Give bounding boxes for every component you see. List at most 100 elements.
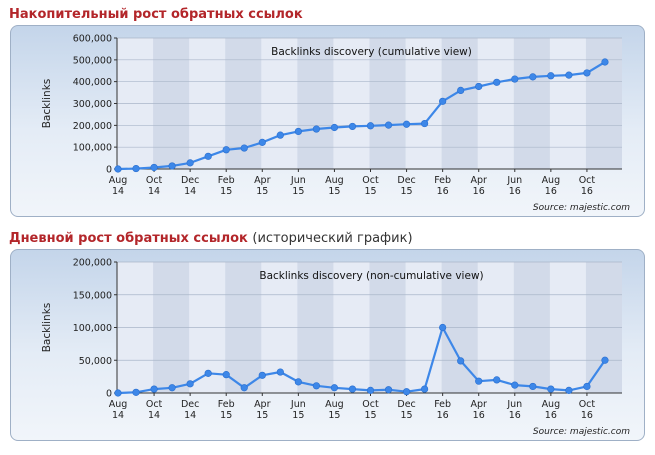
- y-axis-label: Backlinks: [41, 303, 53, 353]
- data-point: [565, 71, 573, 79]
- data-point: [240, 144, 248, 152]
- data-point: [601, 356, 609, 364]
- data-point: [511, 381, 519, 389]
- data-point: [583, 382, 591, 391]
- data-point: [132, 164, 140, 173]
- x-tick-label: Oct 15: [362, 175, 379, 197]
- data-point: [493, 78, 501, 86]
- y-axis-label: Backlinks: [41, 79, 53, 129]
- x-tick-label: Oct 16: [579, 175, 596, 197]
- cumulative-heading: Накопительный рост обратных ссылок: [9, 7, 303, 22]
- data-point: [258, 138, 266, 146]
- x-tick-label: Feb 15: [218, 399, 235, 421]
- daily-chart-panel: 0 50,000 100,000 150,000 200,000 Aug 14 Oct 14 De…: [10, 249, 645, 441]
- x-tick-label: Dec 14: [181, 175, 199, 197]
- data-point: [511, 75, 519, 83]
- data-point: [240, 384, 248, 392]
- data-point: [348, 385, 357, 393]
- x-tick-label: Apr 16: [470, 175, 487, 197]
- cumulative-heading-text: Накопительный рост обратных ссылок: [9, 7, 303, 22]
- data-point: [186, 159, 194, 167]
- data-point: [258, 371, 266, 379]
- y-tick-label: 150,000: [73, 290, 112, 301]
- data-point: [348, 122, 357, 131]
- data-point: [168, 162, 176, 170]
- data-point: [204, 152, 212, 160]
- data-point: [475, 377, 483, 385]
- x-tick-label: Apr 15: [254, 399, 271, 421]
- x-tick-label: Dec 15: [397, 399, 415, 421]
- data-point: [529, 382, 537, 391]
- data-point: [204, 369, 212, 377]
- data-point: [330, 384, 339, 392]
- data-point: [114, 165, 122, 173]
- x-tick-label: Oct 15: [362, 399, 379, 421]
- x-tick-label: Jun 15: [290, 399, 306, 421]
- data-point: [294, 127, 302, 136]
- y-tick-label: 500,000: [73, 55, 112, 66]
- x-tick-label: Jun 16: [506, 399, 522, 421]
- data-point: [493, 376, 501, 384]
- series-line: [117, 61, 606, 171]
- data-point: [547, 72, 555, 80]
- y-tick-label: 400,000: [73, 77, 112, 88]
- x-tick-label: Aug 14: [109, 175, 128, 197]
- data-point: [529, 73, 537, 81]
- data-point: [312, 125, 320, 133]
- y-tick-label: 600,000: [73, 34, 112, 45]
- data-point: [601, 58, 609, 66]
- data-point: [402, 120, 411, 128]
- data-point: [294, 378, 302, 386]
- data-point: [439, 97, 447, 105]
- data-point: [384, 121, 393, 129]
- data-point: [150, 385, 158, 393]
- data-point: [457, 357, 465, 365]
- y-tick-label: 200,000: [73, 258, 112, 269]
- data-point: [565, 386, 573, 394]
- x-tick-label: Aug 16: [542, 175, 561, 197]
- daily-source-label: Source: majestic.com: [532, 427, 630, 437]
- data-point: [439, 323, 447, 332]
- x-tick-label: Dec 14: [181, 399, 199, 421]
- x-tick-label: Feb 16: [434, 399, 451, 421]
- x-tick-label: Aug 15: [325, 175, 344, 197]
- x-tick-label: Dec 15: [397, 175, 415, 197]
- chart-title: Backlinks discovery (cumulative view): [271, 46, 472, 58]
- daily-heading-subtext: (исторический график): [252, 231, 413, 246]
- y-tick-label: 300,000: [73, 99, 112, 110]
- x-tick-label: Aug 16: [542, 399, 561, 421]
- data-point: [150, 163, 158, 172]
- x-tick-label: Aug 15: [325, 399, 344, 421]
- y-tick-label: 100,000: [73, 143, 112, 154]
- data-point: [222, 371, 230, 379]
- daily-heading-text: Дневной рост обратных ссылок: [9, 231, 248, 246]
- data-point: [421, 385, 429, 393]
- series-line: [117, 326, 606, 395]
- data-point: [366, 386, 375, 394]
- x-tick-label: Apr 16: [470, 399, 487, 421]
- y-tick-label: 100,000: [73, 323, 112, 334]
- data-point: [276, 131, 284, 139]
- data-point: [312, 382, 320, 390]
- daily-chart: 0 50,000 100,000 150,000 200,000 Aug 14 Oct 14 De…: [41, 258, 622, 421]
- cumulative-chart: 0 100,000 200,000 300,000 400,000 500,000 600,…: [41, 34, 622, 197]
- data-point: [114, 389, 122, 397]
- data-point: [186, 380, 194, 388]
- x-tick-label: Oct 16: [579, 399, 596, 421]
- x-tick-label: Feb 16: [434, 175, 451, 197]
- data-point: [402, 388, 411, 396]
- data-point: [384, 386, 393, 394]
- data-point: [276, 368, 284, 376]
- data-point: [366, 122, 375, 130]
- data-point: [457, 86, 465, 95]
- x-tick-label: Apr 15: [254, 175, 271, 197]
- data-point: [421, 119, 429, 128]
- data-point: [222, 146, 230, 154]
- data-point: [475, 82, 483, 91]
- data-point: [168, 384, 176, 392]
- cumulative-source-label: Source: majestic.com: [532, 203, 630, 213]
- y-tick-label: 50,000: [79, 356, 112, 367]
- y-tick-label: 0: [106, 389, 112, 400]
- x-tick-label: Aug 14: [109, 399, 128, 421]
- x-tick-label: Jun 15: [290, 175, 306, 197]
